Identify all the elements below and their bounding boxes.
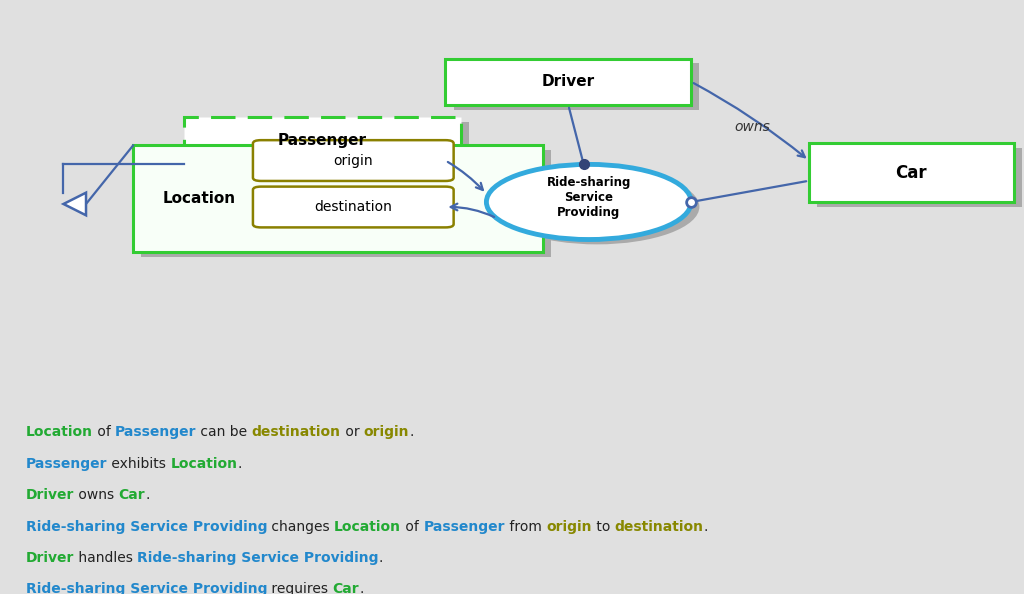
Text: origin: origin bbox=[334, 154, 373, 168]
Text: Location: Location bbox=[170, 457, 238, 471]
Text: Ride-sharing Service Providing: Ride-sharing Service Providing bbox=[137, 551, 379, 565]
Text: .: . bbox=[379, 551, 383, 565]
Text: Driver: Driver bbox=[26, 488, 74, 502]
Ellipse shape bbox=[486, 165, 691, 239]
Text: or: or bbox=[341, 425, 364, 440]
Text: origin: origin bbox=[546, 520, 592, 533]
Bar bbox=[184, 117, 461, 163]
Polygon shape bbox=[63, 192, 86, 215]
Text: handles: handles bbox=[74, 551, 137, 565]
Text: of: of bbox=[401, 520, 423, 533]
Text: Driver: Driver bbox=[26, 551, 74, 565]
Text: Ride-sharing Service Providing: Ride-sharing Service Providing bbox=[26, 520, 267, 533]
Bar bbox=[133, 146, 543, 252]
Text: changes: changes bbox=[267, 520, 334, 533]
Text: destination: destination bbox=[614, 520, 703, 533]
Text: to: to bbox=[592, 520, 614, 533]
Text: Car: Car bbox=[119, 488, 145, 502]
Text: .: . bbox=[410, 425, 414, 440]
Bar bbox=[141, 150, 551, 257]
Text: owns: owns bbox=[734, 120, 771, 134]
Text: Location: Location bbox=[334, 520, 401, 533]
Text: Location: Location bbox=[26, 425, 92, 440]
Text: Location: Location bbox=[163, 191, 237, 207]
Text: requires: requires bbox=[267, 582, 333, 594]
Text: .: . bbox=[145, 488, 150, 502]
Text: Passenger: Passenger bbox=[279, 133, 367, 148]
Text: of: of bbox=[92, 425, 115, 440]
Text: can be: can be bbox=[197, 425, 252, 440]
Text: Driver: Driver bbox=[542, 74, 595, 89]
Text: destination: destination bbox=[314, 200, 392, 214]
Text: Passenger: Passenger bbox=[423, 520, 505, 533]
FancyBboxPatch shape bbox=[253, 140, 454, 181]
Text: Passenger: Passenger bbox=[115, 425, 197, 440]
FancyBboxPatch shape bbox=[253, 187, 454, 228]
Bar bbox=[445, 59, 691, 105]
Bar bbox=[809, 143, 1014, 202]
Text: owns: owns bbox=[74, 488, 119, 502]
Text: Ride-sharing
Service
Providing: Ride-sharing Service Providing bbox=[547, 176, 631, 219]
Ellipse shape bbox=[495, 169, 699, 244]
Text: Car: Car bbox=[333, 582, 359, 594]
Text: Car: Car bbox=[896, 164, 927, 182]
Text: origin: origin bbox=[364, 425, 410, 440]
Text: Passenger: Passenger bbox=[26, 457, 108, 471]
Text: .: . bbox=[359, 582, 364, 594]
Text: Ride-sharing Service Providing: Ride-sharing Service Providing bbox=[26, 582, 267, 594]
Text: exhibits: exhibits bbox=[108, 457, 170, 471]
Text: .: . bbox=[703, 520, 708, 533]
Bar bbox=[454, 64, 699, 110]
Text: .: . bbox=[238, 457, 242, 471]
Text: destination: destination bbox=[252, 425, 341, 440]
Bar bbox=[193, 122, 469, 169]
Text: from: from bbox=[505, 520, 546, 533]
Bar bbox=[817, 148, 1022, 207]
